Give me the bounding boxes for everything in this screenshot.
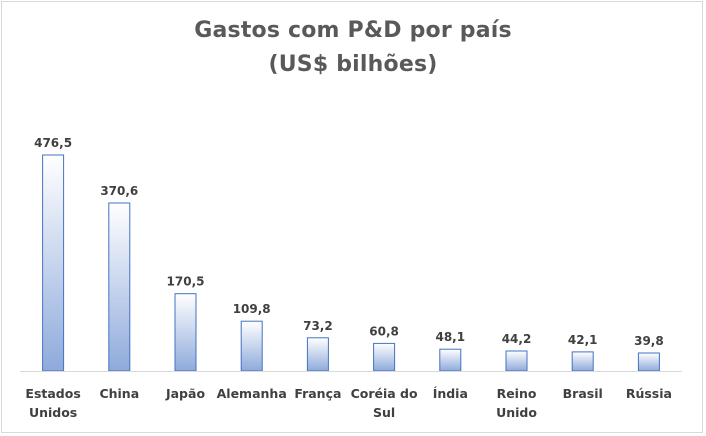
chart-title: Gastos com P&D por país (US$ bilhões)	[194, 18, 512, 77]
bar	[373, 342, 396, 372]
category-tick-label: Estados	[25, 386, 80, 401]
bar	[637, 352, 660, 372]
category-tick-label: Japão	[165, 386, 205, 401]
category-tick-label: Rússia	[626, 386, 672, 401]
category-tick-label: Reino	[497, 386, 537, 401]
data-label: 73,2	[303, 319, 333, 333]
bar	[174, 293, 197, 372]
category-tick-label: França	[294, 386, 341, 401]
data-label: 44,2	[502, 332, 532, 346]
data-label: 48,1	[435, 330, 465, 344]
category-tick-label: Brasil	[563, 386, 603, 401]
category-tick-label: China	[99, 386, 139, 401]
data-label: 42,1	[568, 333, 598, 347]
category-tick-label: Coréia do	[351, 386, 418, 401]
bar	[505, 350, 528, 372]
data-label: 370,6	[100, 184, 138, 198]
bar	[42, 154, 65, 372]
bar	[571, 351, 594, 372]
data-label: 60,8	[369, 324, 399, 338]
category-tick-label: Unido	[496, 405, 537, 420]
data-label: 476,5	[34, 136, 72, 150]
data-label: 109,8	[233, 302, 271, 316]
bar	[306, 337, 329, 372]
bar	[439, 348, 462, 372]
category-tick-label: Unidos	[29, 405, 77, 420]
category-tick-label: Alemanha	[217, 386, 287, 401]
category-tick-label: Sul	[373, 405, 395, 420]
bar	[240, 320, 263, 372]
category-tick-label: Índia	[433, 386, 468, 401]
data-label: 39,8	[634, 334, 664, 348]
data-label: 170,5	[167, 275, 205, 289]
bar	[108, 202, 131, 372]
